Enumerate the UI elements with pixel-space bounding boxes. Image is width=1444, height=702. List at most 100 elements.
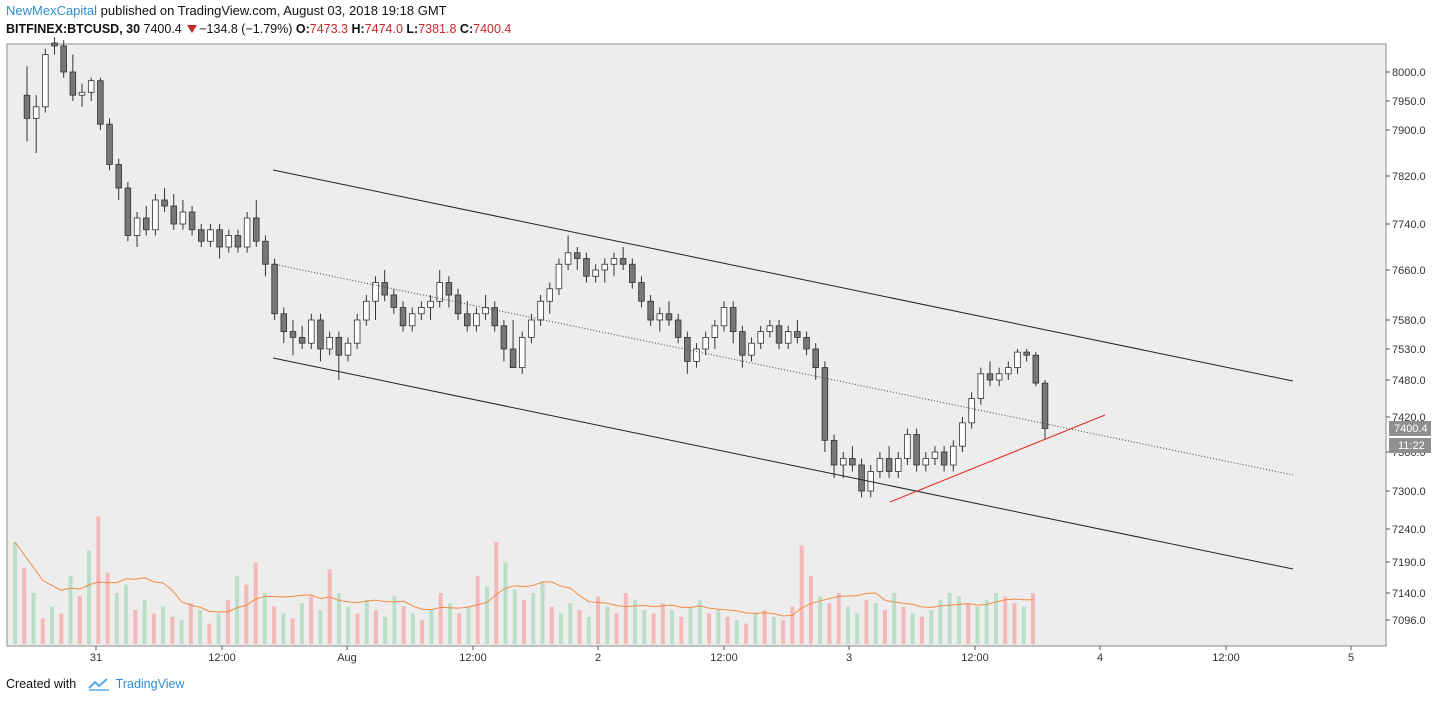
low-value: 7381.8 [418,22,457,36]
volume-bar [540,582,545,644]
volume-bar [438,593,443,644]
volume-bar [179,620,184,644]
volume-bar [13,542,17,644]
footer: Created with TradingView [6,677,184,691]
volume-bar [577,610,582,644]
candle-body [271,263,278,315]
price-tick-label: 7820.0 [1392,171,1426,183]
volume-bar [336,593,341,644]
time-tick-label: 5 [1348,652,1354,664]
volume-bar [151,613,156,644]
volume-bar [614,613,619,644]
volume-bar [272,606,277,644]
candle-body [188,211,196,231]
volume-bar [910,613,915,644]
candle-body [363,300,370,321]
volume-bar [845,606,850,644]
candle-body [922,458,930,466]
candle-body [950,445,957,466]
volume-bar [383,616,388,644]
candle-body [308,319,315,344]
candle-body [317,319,324,350]
candle-body [78,91,86,96]
candle-body [519,336,526,368]
candle-body [161,199,168,207]
countdown-label: 11:22 [1398,440,1425,452]
tradingview-link[interactable]: TradingView [115,677,185,691]
price-chart[interactable]: 8000.0 7950.0 7900.0 7820.0 7740.0 7660.0 7580… [0,0,1444,670]
price-tick-label: 7740.0 [1392,219,1426,231]
volume-bar [59,613,64,644]
channel-upper-line[interactable] [272,169,1294,382]
volume-bar [956,596,961,644]
volume-bar [882,610,887,644]
volume-bar [198,610,203,644]
candle-body [106,123,113,165]
volume-bar [309,596,314,644]
author-link[interactable]: NewMexCapital [6,3,98,18]
volume-bar [68,576,73,644]
volume-bar [660,603,665,644]
candles[interactable] [23,37,1049,498]
open-label: O: [295,22,310,36]
candle-body [509,348,517,369]
volume-bar [216,613,221,644]
time-tick-label: 2 [595,652,601,664]
candle-body [1032,354,1040,384]
volume-bar [373,610,378,644]
support-trendline[interactable] [889,414,1106,503]
volume-bar [262,593,267,644]
candle-body [124,187,132,236]
price-tick-label: 7580.0 [1392,315,1426,327]
candle-body [179,211,187,225]
volume-bars [13,516,1035,644]
candle-body [619,258,627,265]
candle-body [381,282,388,296]
volume-bar [96,516,101,644]
volume-bar [87,550,92,644]
candle-body [23,94,31,119]
candle-body [69,71,77,96]
volume-bar [670,610,675,644]
candle-body [977,373,985,399]
candle-body [711,325,719,338]
candle-body [638,282,645,302]
volume-bar [771,616,776,644]
price-tick-label: 7300.0 [1392,486,1426,498]
candle-body [427,300,434,308]
candle-body [830,439,838,466]
volume-bar [235,576,240,644]
candle-body [436,282,443,302]
candle-body [262,240,269,265]
tradingview-logo-icon[interactable] [87,677,110,691]
candle-body [170,205,177,225]
price-tick-label: 7950.0 [1392,96,1426,108]
volume-ma-line [14,541,1033,617]
channel-lower-line[interactable] [272,357,1294,570]
channel-mid-line[interactable] [272,263,1294,476]
candle-body [904,434,911,459]
volume-bar [401,606,406,644]
candle-body [656,313,664,321]
volume-bar [327,569,332,644]
volume-bar [827,603,832,644]
candle-body [1005,367,1012,375]
price-tick-label: 7900.0 [1392,125,1426,137]
candle-body [42,54,49,108]
candle-body [335,336,343,356]
candle-body [87,80,95,93]
price-tick-label: 7190.0 [1392,557,1426,569]
volume-bar [114,593,119,644]
volume-bar [855,613,860,644]
volume-bar [938,599,943,644]
candle-body [812,348,819,369]
volume-bar [873,603,878,644]
candle-body [986,373,994,381]
candle-body [839,458,847,466]
volume-bar [947,593,952,644]
time-tick-label: 31 [90,652,102,664]
candle-body [546,288,553,302]
volume-bar [31,593,36,644]
volume-bar [355,613,360,644]
candle-body [60,45,67,73]
